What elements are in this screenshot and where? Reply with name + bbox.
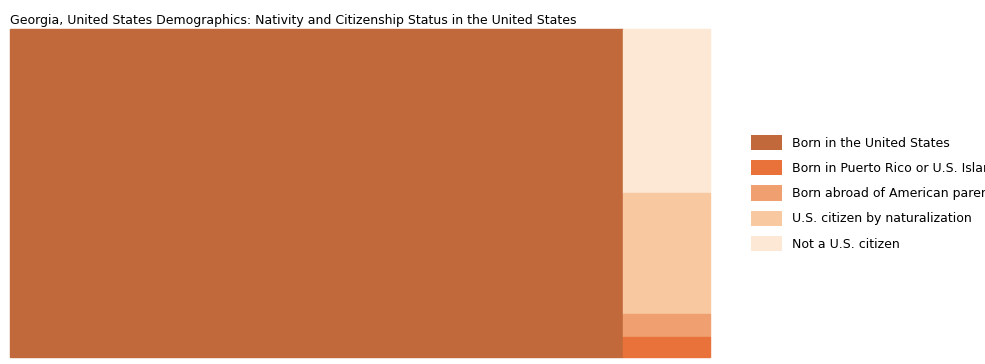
- Bar: [623, 314, 709, 337]
- Legend: Born in the United States, Born in Puerto Rico or U.S. Island Areas, Born abroad: Born in the United States, Born in Puert…: [745, 128, 985, 257]
- Text: Georgia, United States Demographics: Nativity and Citizenship Status in the Unit: Georgia, United States Demographics: Nat…: [10, 13, 576, 27]
- Bar: [623, 193, 709, 314]
- Bar: [10, 29, 623, 357]
- Bar: [623, 29, 709, 193]
- Bar: [623, 337, 709, 357]
